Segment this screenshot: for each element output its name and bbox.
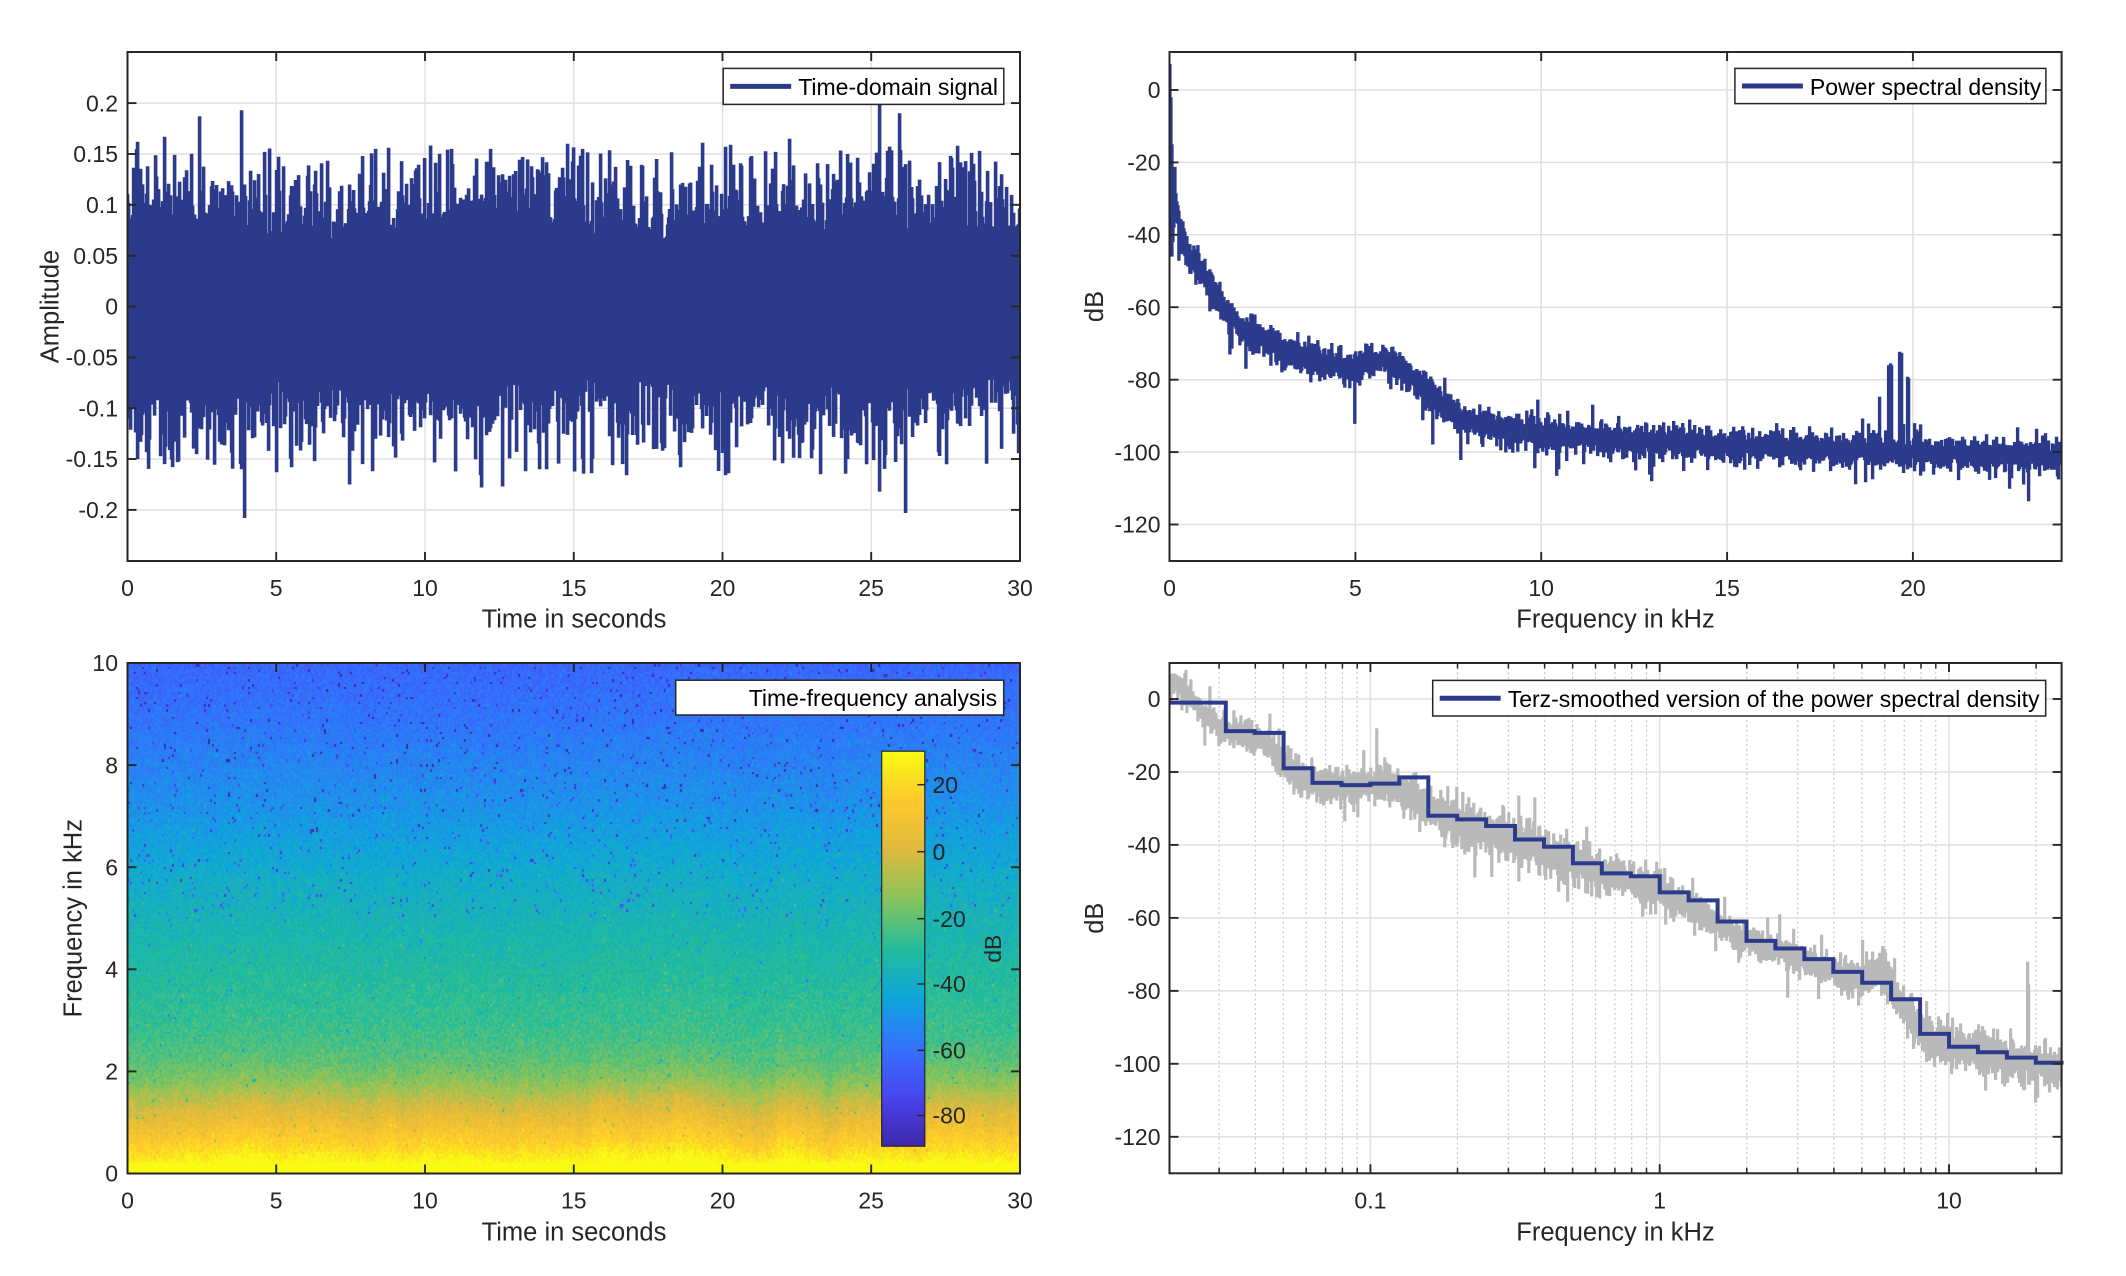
svg-text:0.05: 0.05: [73, 243, 118, 269]
svg-text:0: 0: [105, 1161, 118, 1187]
svg-text:0.1: 0.1: [1354, 1188, 1386, 1214]
svg-text:20: 20: [710, 575, 736, 601]
svg-text:-40: -40: [933, 971, 966, 997]
svg-text:-80: -80: [933, 1103, 966, 1129]
svg-text:15: 15: [1714, 575, 1740, 601]
svg-text:Time in seconds: Time in seconds: [482, 605, 667, 633]
svg-text:Power spectral density: Power spectral density: [1810, 74, 2042, 100]
svg-text:Time-domain signal: Time-domain signal: [798, 74, 998, 100]
svg-text:0.1: 0.1: [86, 192, 118, 218]
svg-text:0: 0: [933, 839, 946, 865]
svg-text:30: 30: [1007, 1188, 1033, 1214]
svg-text:5: 5: [270, 1188, 283, 1214]
svg-text:4: 4: [105, 957, 118, 983]
svg-text:10: 10: [92, 650, 118, 676]
svg-text:5: 5: [1349, 575, 1362, 601]
svg-text:10: 10: [412, 1188, 438, 1214]
svg-text:10: 10: [412, 575, 438, 601]
svg-text:-60: -60: [1127, 905, 1160, 931]
svg-text:Time-frequency analysis: Time-frequency analysis: [749, 685, 997, 711]
svg-text:0: 0: [1148, 77, 1161, 103]
svg-text:-40: -40: [1127, 832, 1160, 858]
svg-text:-60: -60: [933, 1038, 966, 1064]
svg-text:-40: -40: [1127, 222, 1160, 248]
svg-text:Frequency in kHz: Frequency in kHz: [60, 819, 88, 1017]
svg-text:15: 15: [561, 575, 587, 601]
svg-text:1: 1: [1653, 1188, 1666, 1214]
svg-text:Terz-smoothed version of the p: Terz-smoothed version of the power spect…: [1508, 686, 2040, 712]
svg-text:-0.1: -0.1: [78, 395, 118, 421]
svg-text:-60: -60: [1127, 294, 1160, 320]
svg-text:dB: dB: [1081, 291, 1109, 322]
svg-text:-120: -120: [1114, 1124, 1160, 1150]
svg-text:20: 20: [710, 1188, 736, 1214]
svg-text:dB: dB: [980, 935, 1006, 963]
svg-text:5: 5: [270, 575, 283, 601]
svg-text:0: 0: [121, 1188, 134, 1214]
svg-text:20: 20: [933, 772, 959, 798]
svg-text:15: 15: [561, 1188, 587, 1214]
svg-text:Amplitude: Amplitude: [37, 250, 65, 363]
svg-text:-100: -100: [1114, 1051, 1160, 1077]
svg-text:dB: dB: [1081, 903, 1109, 934]
svg-text:8: 8: [105, 752, 118, 778]
svg-text:10: 10: [1936, 1188, 1962, 1214]
svg-text:0: 0: [121, 575, 134, 601]
svg-text:0: 0: [1163, 575, 1176, 601]
svg-text:25: 25: [858, 575, 884, 601]
svg-text:-20: -20: [1127, 759, 1160, 785]
svg-text:-0.05: -0.05: [66, 345, 118, 371]
svg-text:-80: -80: [1127, 978, 1160, 1004]
svg-text:30: 30: [1007, 575, 1033, 601]
svg-text:Frequency in kHz: Frequency in kHz: [1516, 605, 1714, 633]
svg-text:6: 6: [105, 854, 118, 880]
svg-text:0: 0: [105, 294, 118, 320]
svg-text:Frequency in kHz: Frequency in kHz: [1516, 1219, 1714, 1247]
svg-text:-20: -20: [933, 906, 966, 932]
svg-text:0.15: 0.15: [73, 141, 118, 167]
svg-text:-0.2: -0.2: [78, 497, 118, 523]
svg-text:-100: -100: [1114, 439, 1160, 465]
svg-text:25: 25: [858, 1188, 884, 1214]
svg-text:0.2: 0.2: [86, 90, 118, 116]
svg-text:-20: -20: [1127, 150, 1160, 176]
svg-text:10: 10: [1528, 575, 1554, 601]
svg-text:2: 2: [105, 1059, 118, 1085]
svg-text:-0.15: -0.15: [66, 446, 118, 472]
svg-text:Time in seconds: Time in seconds: [482, 1219, 667, 1247]
svg-text:-120: -120: [1114, 512, 1160, 538]
svg-text:20: 20: [1900, 575, 1926, 601]
svg-text:-80: -80: [1127, 367, 1160, 393]
svg-text:0: 0: [1148, 686, 1161, 712]
